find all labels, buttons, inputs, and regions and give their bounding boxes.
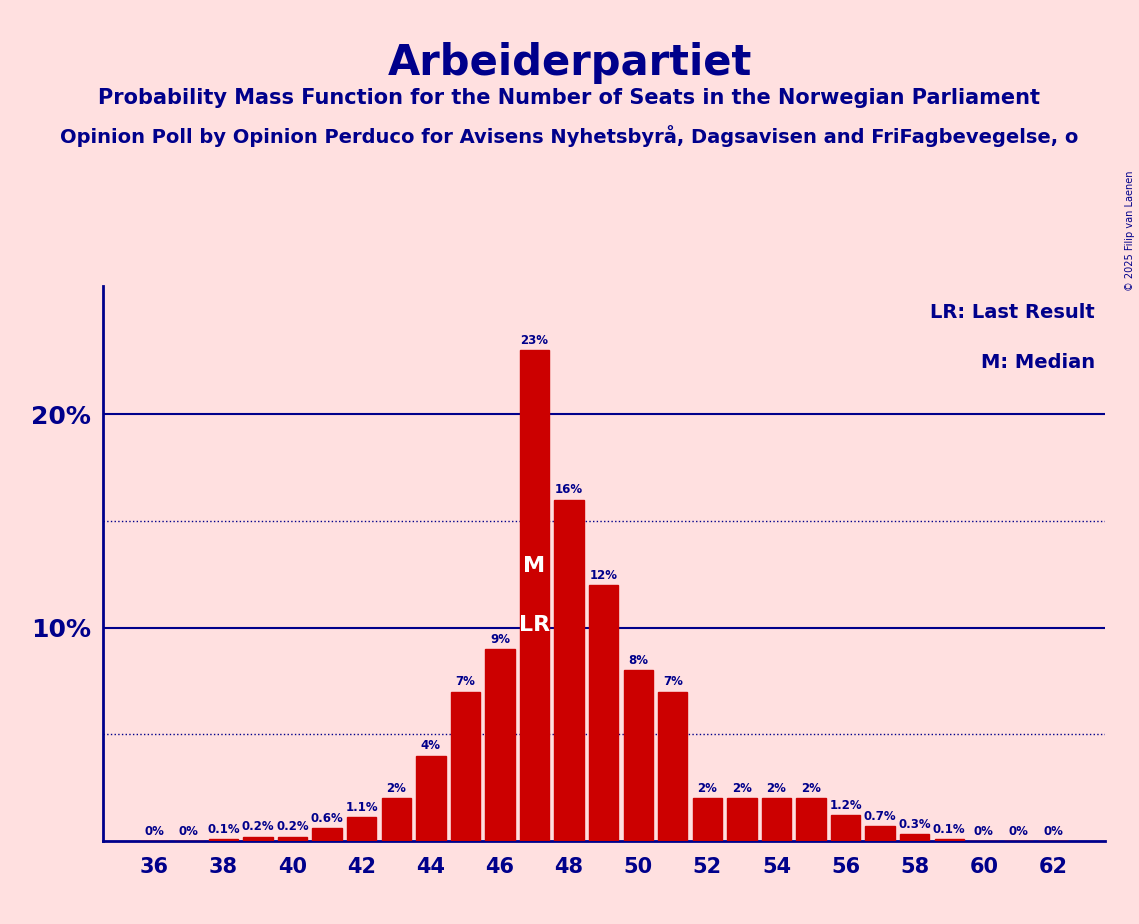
Text: 7%: 7% (456, 675, 475, 688)
Text: 0.2%: 0.2% (277, 821, 309, 833)
Bar (451, 691, 481, 841)
Text: Probability Mass Function for the Number of Seats in the Norwegian Parliament: Probability Mass Function for the Number… (98, 88, 1041, 108)
Text: Arbeiderpartiet: Arbeiderpartiet (387, 42, 752, 83)
Text: 1.1%: 1.1% (345, 801, 378, 814)
Text: 2%: 2% (767, 782, 786, 795)
Bar (312, 828, 342, 841)
Text: 2%: 2% (801, 782, 821, 795)
Text: 1.2%: 1.2% (829, 799, 862, 812)
Text: 0.6%: 0.6% (311, 812, 344, 825)
Bar (519, 350, 549, 841)
Text: 8%: 8% (629, 654, 648, 667)
Bar (831, 815, 860, 841)
Bar (555, 500, 584, 841)
Text: 2%: 2% (732, 782, 752, 795)
Bar (278, 836, 308, 841)
Bar (658, 691, 688, 841)
Bar (762, 798, 792, 841)
Text: M: M (524, 556, 546, 577)
Bar (623, 670, 653, 841)
Bar (347, 818, 376, 841)
Text: 0.1%: 0.1% (207, 822, 240, 835)
Bar (208, 839, 238, 841)
Text: 0.3%: 0.3% (899, 819, 931, 832)
Text: LR: LR (519, 615, 550, 635)
Text: 2%: 2% (386, 782, 407, 795)
Text: 23%: 23% (521, 334, 549, 347)
Text: 0%: 0% (974, 824, 994, 838)
Text: 0.7%: 0.7% (863, 809, 896, 822)
Bar (485, 649, 515, 841)
Text: 0%: 0% (179, 824, 199, 838)
Bar (693, 798, 722, 841)
Text: 4%: 4% (420, 739, 441, 752)
Text: 2%: 2% (697, 782, 718, 795)
Text: Opinion Poll by Opinion Perduco for Avisens Nyhetsbyrå, Dagsavisen and FriFagbev: Opinion Poll by Opinion Perduco for Avis… (60, 125, 1079, 147)
Text: 0%: 0% (1043, 824, 1063, 838)
Bar (866, 826, 895, 841)
Text: 0.1%: 0.1% (933, 822, 966, 835)
Text: © 2025 Filip van Laenen: © 2025 Filip van Laenen (1125, 171, 1134, 291)
Text: M: Median: M: Median (981, 353, 1095, 372)
Bar (382, 798, 411, 841)
Text: LR: Last Result: LR: Last Result (931, 303, 1095, 322)
Text: 7%: 7% (663, 675, 682, 688)
Text: 0%: 0% (145, 824, 164, 838)
Text: 9%: 9% (490, 633, 510, 646)
Text: 12%: 12% (590, 569, 617, 582)
Bar (900, 834, 929, 841)
Bar (589, 585, 618, 841)
Bar (796, 798, 826, 841)
Text: 0%: 0% (1008, 824, 1029, 838)
Text: 0.2%: 0.2% (241, 821, 274, 833)
Bar (727, 798, 756, 841)
Bar (935, 839, 964, 841)
Text: 16%: 16% (555, 483, 583, 496)
Bar (416, 756, 445, 841)
Bar (244, 836, 272, 841)
